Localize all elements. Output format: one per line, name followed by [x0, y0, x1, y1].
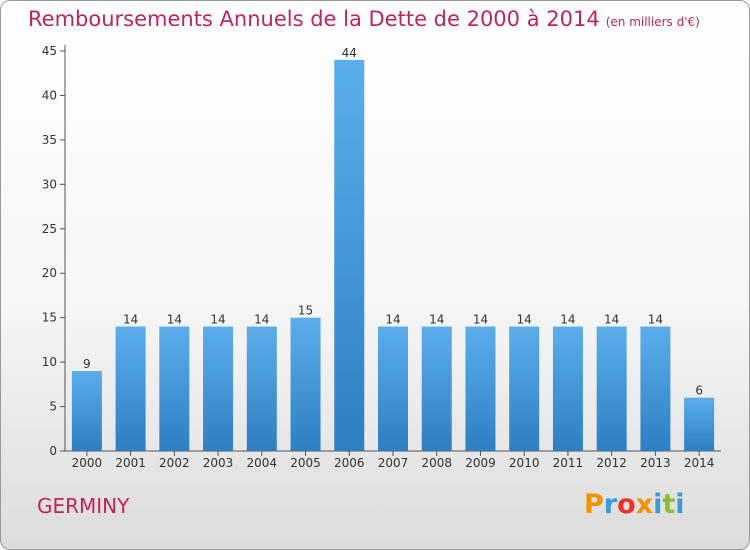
- logo-letter: t: [662, 489, 676, 520]
- y-tick-label: 5: [49, 400, 57, 414]
- data-label-2013: 14: [648, 313, 663, 327]
- logo-letter: r: [603, 489, 618, 520]
- y-tick-label: 35: [42, 133, 57, 147]
- logo-letter: o: [617, 489, 636, 520]
- data-label-2001: 14: [123, 313, 138, 327]
- y-tick-label: 10: [42, 355, 57, 369]
- data-label-2009: 14: [473, 313, 488, 327]
- data-label-2006: 44: [342, 46, 357, 60]
- y-tick-label: 40: [42, 88, 57, 102]
- bar-2008: [421, 326, 452, 451]
- x-tick-label: 2005: [290, 456, 321, 470]
- x-tick-label: 2001: [115, 456, 146, 470]
- data-label-2003: 14: [210, 313, 225, 327]
- x-tick-label: 2003: [203, 456, 234, 470]
- logo-letter: P: [584, 489, 604, 520]
- data-label-2014: 6: [695, 384, 703, 398]
- chart-title-text: Remboursements Annuels de la Dette de 20…: [28, 7, 600, 31]
- bar-2012: [596, 326, 627, 451]
- bar-2011: [552, 326, 583, 451]
- bar-2014: [684, 397, 715, 451]
- x-tick-label: 2002: [159, 456, 190, 470]
- y-tick-label: 25: [42, 222, 57, 236]
- x-tick-label: 2008: [421, 456, 452, 470]
- y-tick-label: 45: [42, 44, 57, 58]
- bar-2002: [159, 326, 190, 451]
- x-tick-label: 2012: [596, 456, 627, 470]
- logo-letter: i: [653, 489, 663, 520]
- logo-letter: i: [675, 489, 685, 520]
- data-label-2004: 14: [254, 313, 269, 327]
- x-tick-label: 2000: [72, 456, 103, 470]
- commune-name: GERMINY: [37, 494, 130, 518]
- data-label-2011: 14: [560, 313, 575, 327]
- proxiti-logo: Proxiti: [584, 489, 685, 520]
- bar-2000: [71, 371, 102, 451]
- x-tick-label: 2007: [378, 456, 409, 470]
- bar-2013: [640, 326, 671, 451]
- data-label-2007: 14: [385, 313, 400, 327]
- y-tick-label: 15: [42, 311, 57, 325]
- logo-letter: x: [635, 489, 654, 520]
- y-tick-label: 20: [42, 266, 57, 280]
- x-tick-label: 2014: [684, 456, 715, 470]
- x-tick-label: 2009: [465, 456, 496, 470]
- chart-title: Remboursements Annuels de la Dette de 20…: [28, 7, 700, 31]
- bar-2005: [290, 317, 321, 451]
- data-label-2012: 14: [604, 313, 619, 327]
- x-tick-label: 2013: [640, 456, 671, 470]
- bar-2006: [334, 59, 365, 452]
- bar-2010: [509, 326, 540, 451]
- bar-2001: [115, 326, 146, 451]
- bar-2007: [378, 326, 408, 451]
- bar-2009: [465, 326, 496, 451]
- chart-unit-note: (en milliers d'€): [605, 15, 700, 29]
- x-tick-label: 2011: [553, 456, 584, 470]
- x-tick-label: 2010: [509, 456, 540, 470]
- data-label-2000: 9: [83, 357, 91, 371]
- data-label-2010: 14: [517, 313, 532, 327]
- y-tick-label: 0: [49, 444, 57, 458]
- data-label-2005: 15: [298, 304, 313, 318]
- bar-2003: [203, 326, 234, 451]
- data-label-2008: 14: [429, 313, 444, 327]
- y-tick-label: 30: [42, 177, 57, 191]
- x-tick-label: 2006: [334, 456, 365, 470]
- x-tick-label: 2004: [247, 456, 278, 470]
- bar-2004: [246, 326, 277, 451]
- data-label-2002: 14: [167, 313, 182, 327]
